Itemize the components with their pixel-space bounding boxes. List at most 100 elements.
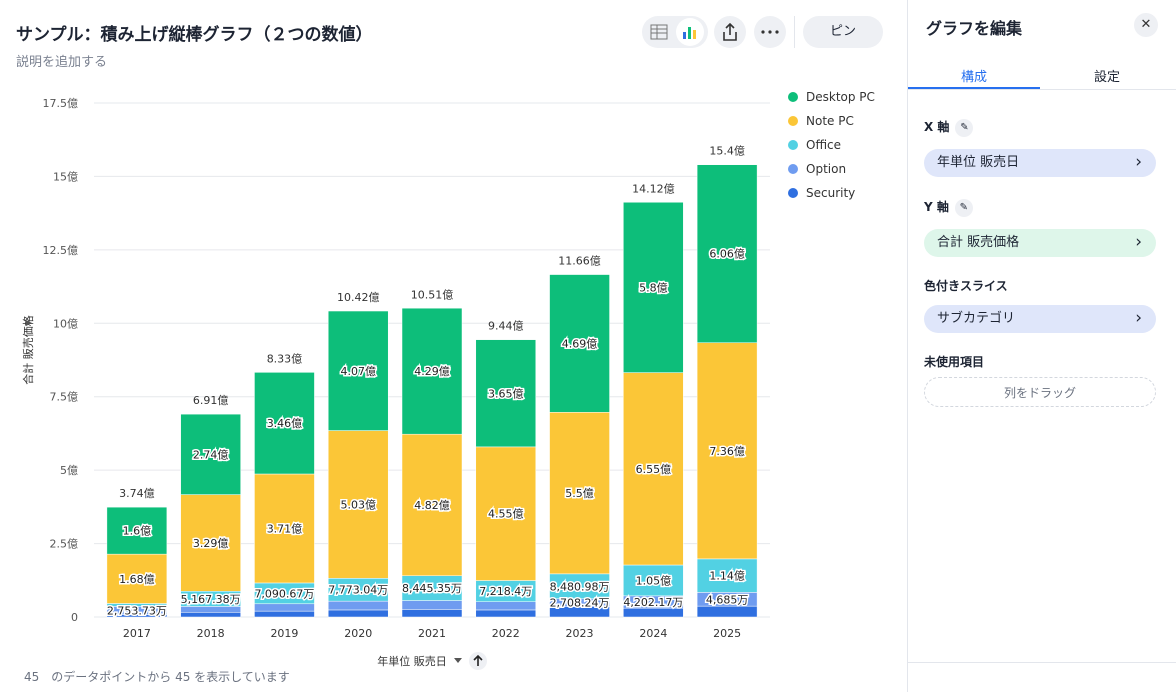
data-label: 4.55億 <box>488 508 524 521</box>
tab[interactable]: 構成 <box>960 70 987 85</box>
bar-segment <box>475 339 537 448</box>
y-tick-label: 15億 <box>53 170 78 183</box>
edit-icon[interactable]: ✎ <box>954 198 973 217</box>
legend-swatch <box>788 164 798 174</box>
y-tick-label: 17.5億 <box>43 97 79 110</box>
sort-icon <box>473 654 483 666</box>
legend-label: Office <box>806 138 841 152</box>
bar-segment <box>623 607 684 618</box>
y-axis-title: 合計 販売価格 <box>21 315 35 385</box>
panel-footer-border <box>908 662 1176 663</box>
x-tick-label: 2024 <box>639 627 667 640</box>
pin-button[interactable]: ピン <box>803 16 883 48</box>
share-button[interactable] <box>714 16 746 48</box>
bar-segment <box>327 430 389 579</box>
y-tick-label: 2.5億 <box>50 538 79 551</box>
total-label: 3.74億 <box>119 487 155 500</box>
data-label: 4.29億 <box>414 365 450 378</box>
x-axis-title: 年単位 販売日 <box>377 654 447 668</box>
data-label: 5.8億 <box>639 281 668 294</box>
close-button[interactable]: ✕ <box>1134 13 1158 37</box>
data-label: 8,480.98万 <box>550 580 610 593</box>
x-axis-caret <box>454 658 462 663</box>
bar-segment <box>696 342 758 560</box>
total-label: 14.12億 <box>632 182 675 195</box>
data-label: 7,773.04万 <box>328 584 388 597</box>
more-button[interactable] <box>754 16 786 48</box>
bar-segment <box>180 413 241 495</box>
footer: 45 のデータポイントから 45 を表示しています <box>24 670 290 684</box>
data-label: 5.5億 <box>565 487 594 500</box>
total-label: 10.51億 <box>411 288 454 301</box>
legend-label: Desktop PC <box>806 90 875 104</box>
drop-zone[interactable]: 列をドラッグ <box>924 377 1156 407</box>
label-text: X 軸 <box>924 120 950 134</box>
section-label: Y 軸 ✎ <box>924 198 973 217</box>
data-label: 5.03億 <box>340 498 376 511</box>
tab-border <box>908 89 1176 90</box>
data-label: 1.6億 <box>123 525 152 538</box>
legend-label: Option <box>806 162 846 176</box>
edit-panel: グラフを編集 ✕ 構成 設定 X 軸 ✎ 年単位 販売日 Y 軸 ✎ 合計 販売価格… <box>907 0 1176 692</box>
field-pill[interactable]: サブカテゴリ <box>924 304 1156 333</box>
bar-segment <box>254 372 315 475</box>
bar-segment <box>475 601 537 611</box>
total-label: 9.44億 <box>488 320 524 333</box>
data-label: 4,202.17万 <box>623 596 683 609</box>
bar-segment <box>401 600 463 610</box>
bar-segment <box>401 307 463 435</box>
total-label: 10.42億 <box>337 291 380 304</box>
label-text: Y 軸 <box>924 200 949 214</box>
bar-segment <box>696 164 758 343</box>
divider <box>794 16 795 48</box>
view-toggle[interactable] <box>642 16 708 48</box>
y-axis-caret <box>26 320 32 326</box>
x-tick-label: 2018 <box>197 627 225 640</box>
panel-title: グラフを編集 <box>926 19 1023 38</box>
total-label: 6.91億 <box>193 394 229 407</box>
field-pill[interactable]: 年単位 販売日 <box>924 148 1156 177</box>
bar-segment <box>696 558 758 593</box>
x-tick-label: 2023 <box>566 627 594 640</box>
field-pill[interactable]: 合計 販売価格 <box>924 228 1156 257</box>
bar-segment <box>327 609 389 618</box>
y-tick-label: 12.5億 <box>43 244 79 257</box>
bar-segment <box>327 310 389 431</box>
bar-segment <box>475 609 537 618</box>
bar-segment <box>254 473 315 584</box>
legend-swatch <box>788 140 798 150</box>
total-label: 11.66億 <box>558 255 601 268</box>
data-label: 4.69億 <box>562 337 598 350</box>
bar-segment <box>549 573 610 600</box>
bar-segment <box>180 606 241 613</box>
bar-segment <box>106 553 168 604</box>
bar-segment <box>549 412 610 575</box>
legend-swatch <box>788 92 798 102</box>
y-tick-label: 7.5億 <box>50 391 79 404</box>
data-label: 2,708.24万 <box>550 597 610 610</box>
bar-segment <box>327 600 389 611</box>
data-label: 6.55億 <box>636 463 672 476</box>
data-label: 4,685万 <box>706 593 749 606</box>
edit-icon[interactable]: ✎ <box>955 118 974 137</box>
legend-label: Note PC <box>806 114 854 128</box>
y-tick-label: 5億 <box>60 464 78 477</box>
bar-segment <box>401 575 463 601</box>
data-label: 3.65億 <box>488 387 524 400</box>
more-icon <box>761 30 779 34</box>
table-icon <box>650 24 668 40</box>
data-label: 5,167.38万 <box>181 593 241 606</box>
section-label: X 軸 ✎ <box>924 118 974 137</box>
bar-segment <box>106 506 168 555</box>
data-label: 3.71億 <box>267 522 303 535</box>
bar-segment <box>180 494 241 592</box>
title: サンプル：積み上げ縦棒グラフ（２つの数値） <box>16 25 373 45</box>
subtitle[interactable]: 説明を追加する <box>16 55 108 70</box>
bar-segment <box>401 433 463 576</box>
bar-segment <box>623 564 684 597</box>
tab[interactable]: 設定 <box>1093 70 1120 85</box>
y-tick-label: 10億 <box>53 317 78 330</box>
data-label: 6.06億 <box>709 248 745 261</box>
data-label: 8,445.35万 <box>402 582 462 595</box>
